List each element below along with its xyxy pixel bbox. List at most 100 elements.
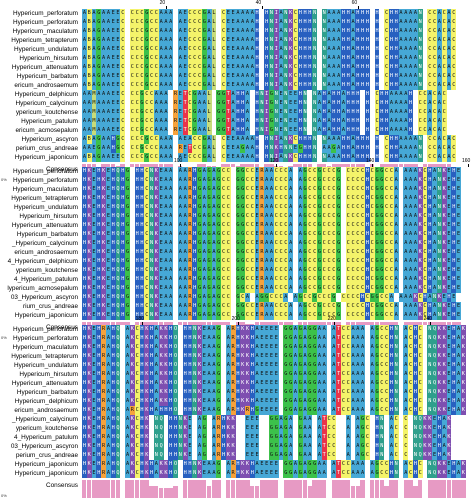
sequence-name[interactable]: Hypericum_tetrapterum <box>11 353 78 360</box>
sequence-name[interactable]: Hypericum_attenuatum <box>11 64 78 71</box>
sequence-name[interactable]: ericum_androsaemum <box>14 82 78 89</box>
sequence-name[interactable]: Hypericum_tetrapterum <box>11 37 78 44</box>
sequence-name[interactable]: Hypericum_attenuatum <box>11 222 78 229</box>
sequence-name[interactable]: Hypericum_barbatum <box>16 389 78 396</box>
sequence-name[interactable]: Hypericum_tetrapterum <box>11 195 78 202</box>
sequence-name[interactable]: Hypericum_undulatum <box>14 46 78 53</box>
sequence-name[interactable]: 4_Hypericum_patulum <box>14 276 78 283</box>
sequence-name[interactable]: Hypericum_patulum <box>21 118 78 125</box>
sequence-name[interactable]: ypericum_koutchense <box>15 267 78 274</box>
sequence-name[interactable]: Hypericum_attenuatum <box>11 380 78 387</box>
sequence-name[interactable]: ericum_acmosepalum <box>15 127 78 134</box>
sequence-name[interactable]: Hypericum_undulatum <box>14 362 78 369</box>
sequence-name[interactable]: Hypericum_maculatum <box>12 28 78 35</box>
sequence-name[interactable]: Hypericum_delphicum <box>14 91 78 98</box>
sequence-name[interactable]: ypericum_koutchense <box>15 109 78 116</box>
sequence-name[interactable]: perium_crus_andreae <box>15 145 78 152</box>
sequence-name[interactable]: Hypericum_perforatum <box>13 168 78 175</box>
sequence-name[interactable]: Hypericum_undulatum <box>14 204 78 211</box>
sequence-name[interactable]: Hypericum_delphicum <box>14 398 78 405</box>
sequence-name[interactable]: ericum_androsaemum <box>14 249 78 256</box>
sequence-name[interactable]: Hypericum_calycinum <box>15 100 78 107</box>
sequence-name[interactable]: Hypericum_ascyron <box>21 136 78 143</box>
sequence-name[interactable]: Hypericum_hirsutum <box>19 55 78 62</box>
sequence-name[interactable]: Hypericum_barbatum <box>16 73 78 80</box>
sequence-name[interactable]: ypericum_koutchense <box>15 425 78 432</box>
sequence-name[interactable]: Hypericum_perforatum <box>13 177 78 184</box>
sequence-name[interactable]: Hypericum_perforatum <box>13 10 78 17</box>
sequence-name[interactable]: Hypericum_barbatum <box>16 231 78 238</box>
sequence-name[interactable]: _Hypericum_calycinum <box>11 240 78 247</box>
sequence-name[interactable]: _Hypericum_calycinum <box>11 416 78 423</box>
sequence-name[interactable]: Hypericum_japonicum <box>14 154 78 161</box>
sequence-name[interactable]: Hypericum_hirsutum <box>19 213 78 220</box>
sequence-name[interactable]: perium_crus_andreae <box>15 452 78 459</box>
sequence-name[interactable]: Hypericum_maculatum <box>12 344 78 351</box>
sequence-name[interactable]: Hypericum_perforatum <box>13 326 78 333</box>
sequence-name[interactable]: Hypericum_hirsutum <box>19 371 78 378</box>
sequence-name[interactable]: ericum_androsaemum <box>14 407 78 414</box>
sequence-name[interactable]: 4_Hypericum_patulum <box>14 434 78 441</box>
sequence-name[interactable]: Hypericum_perforatum <box>13 335 78 342</box>
sequence-name[interactable]: Hypericum_maculatum <box>12 186 78 193</box>
sequence-name[interactable]: lypericum_acmosepalum <box>7 285 78 292</box>
sequence-name[interactable]: Hypericum_perforatum <box>13 19 78 26</box>
sequence-name[interactable]: rium_crus_andreae <box>22 303 78 310</box>
sequence-name[interactable]: 03_Hypericum_ascyron <box>10 443 78 450</box>
sequence-name[interactable]: Hypericum_japonicum <box>14 461 78 468</box>
sequence-name[interactable]: 4_Hypericum_delphicum <box>7 258 78 265</box>
sequence-name[interactable]: Hypericum_japonicum <box>14 312 78 319</box>
sequence-name[interactable]: 03_Hypericum_ascyron <box>10 294 78 301</box>
